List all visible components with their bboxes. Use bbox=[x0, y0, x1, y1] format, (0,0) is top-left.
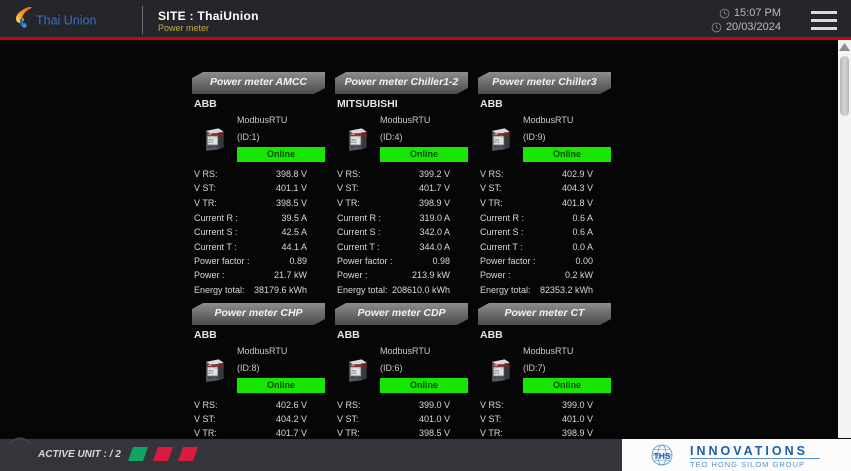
svg-text:398.8: 398.8 bbox=[208, 140, 214, 142]
svg-text:THS: THS bbox=[654, 451, 671, 461]
svg-text:Thai Union: Thai Union bbox=[36, 14, 96, 28]
svg-text:398.8: 398.8 bbox=[351, 370, 357, 372]
svg-text:398.8: 398.8 bbox=[208, 370, 214, 372]
svg-text:398.8: 398.8 bbox=[494, 370, 500, 372]
svg-text:398.8: 398.8 bbox=[351, 140, 357, 142]
svg-text:398.8: 398.8 bbox=[494, 140, 500, 142]
